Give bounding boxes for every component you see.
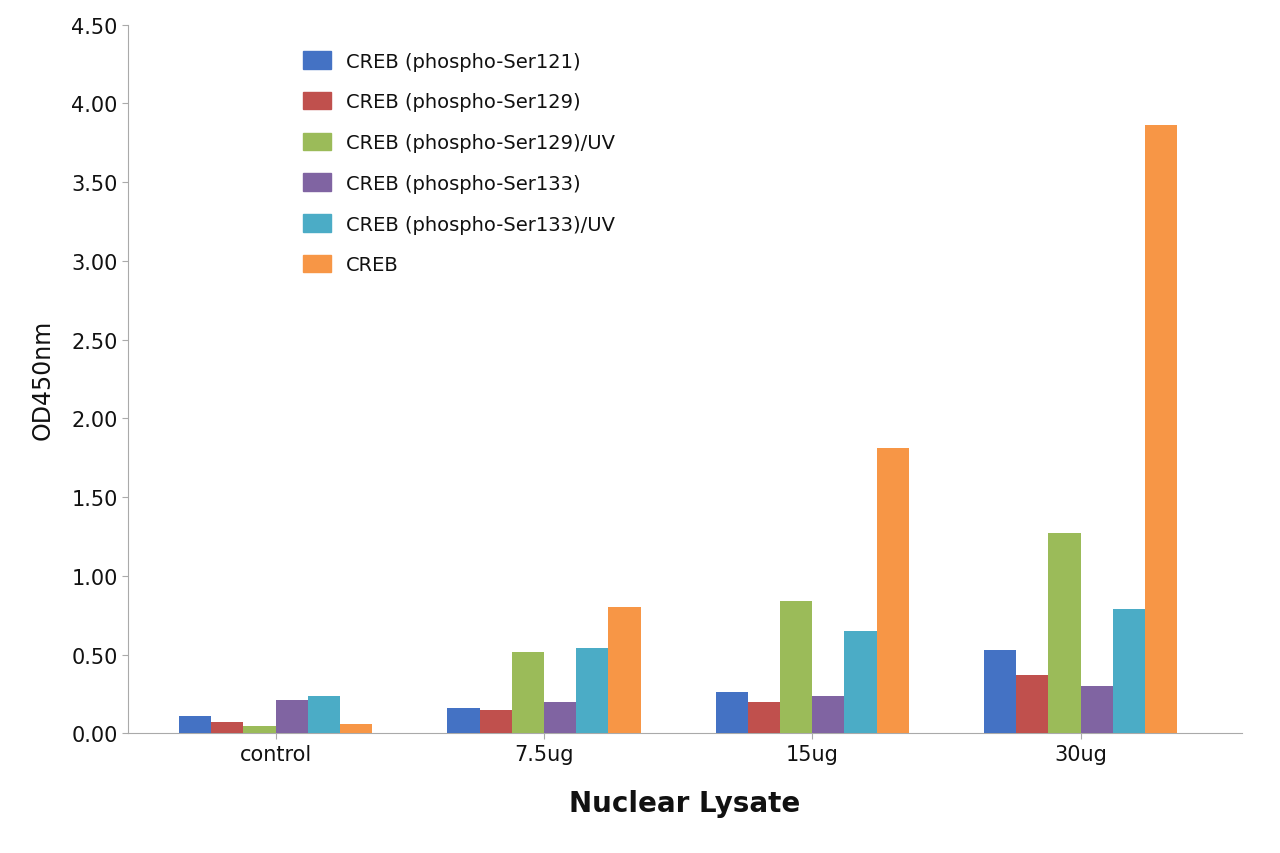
Bar — [716, 693, 748, 734]
Bar — [748, 702, 780, 734]
Y-axis label: OD450nm: OD450nm — [31, 320, 55, 439]
Legend: CREB (phospho-Ser121), CREB (phospho-Ser129), CREB (phospho-Ser129)/UV, CREB (ph: CREB (phospho-Ser121), CREB (phospho-Ser… — [293, 43, 625, 285]
Bar — [984, 650, 1016, 734]
Bar — [243, 726, 275, 734]
Bar — [1016, 676, 1048, 734]
Bar — [447, 708, 480, 734]
Bar — [179, 717, 211, 734]
Bar — [340, 724, 372, 734]
Bar — [813, 696, 845, 734]
Bar — [1048, 534, 1080, 734]
Bar — [512, 652, 544, 734]
Bar — [576, 648, 608, 734]
Bar — [1146, 126, 1178, 734]
Bar — [845, 631, 877, 734]
Bar — [307, 696, 340, 734]
Bar — [780, 601, 813, 734]
Bar — [608, 607, 640, 734]
Bar — [1080, 687, 1112, 734]
Bar — [211, 722, 243, 734]
Bar — [877, 449, 909, 734]
X-axis label: Nuclear Lysate: Nuclear Lysate — [570, 789, 800, 817]
Bar — [480, 710, 512, 734]
Bar — [1112, 609, 1146, 734]
Bar — [544, 702, 576, 734]
Bar — [275, 700, 307, 734]
